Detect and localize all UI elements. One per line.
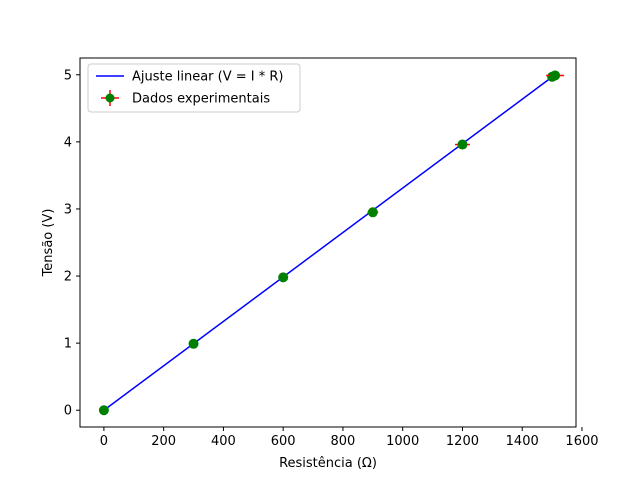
y-tick-label: 0 [64,404,72,419]
data-point [454,139,470,150]
data-point [367,207,379,218]
data-point [546,70,565,81]
legend: Ajuste linear (V = I * R) Dados experime… [87,63,301,113]
y-tick-label: 4 [64,135,72,150]
y-tick-label: 5 [64,68,72,83]
data-point [188,338,199,349]
data-point [98,405,109,416]
data-marker [188,338,199,349]
y-axis-label: Tensão (V) [41,209,56,278]
legend-box [87,63,301,113]
x-axis-ticks: 0 200 400 600 800 1000 1200 1400 1600 [100,427,599,449]
x-tick-label: 400 [211,434,236,449]
legend-label-data: Dados experimentais [132,92,270,107]
y-tick-label: 1 [64,337,72,352]
data-marker [98,405,109,416]
legend-label-fit: Ajuste linear (V = I * R) [132,70,283,85]
data-marker [278,272,289,283]
x-tick-label: 0 [100,434,108,449]
x-tick-label: 1000 [386,434,419,449]
x-tick-label: 600 [271,434,296,449]
fit-line [103,74,556,411]
data-marker [550,70,561,81]
legend-marker-swatch [101,90,119,106]
plot-layer [98,70,565,416]
x-axis-label: Resistência (Ω) [279,456,377,471]
x-tick-label: 200 [151,434,176,449]
y-axis-ticks: 0 1 2 3 4 5 [64,68,80,419]
x-tick-label: 1600 [565,434,598,449]
axes-frame [79,57,577,428]
data-point [278,272,289,283]
x-tick-label: 800 [331,434,356,449]
data-marker [367,207,378,218]
x-tick-label: 1200 [446,434,479,449]
y-tick-label: 2 [64,270,72,285]
y-tick-label: 3 [64,202,72,217]
x-tick-label: 1400 [506,434,539,449]
data-marker [457,139,468,150]
legend-marker [105,93,115,103]
